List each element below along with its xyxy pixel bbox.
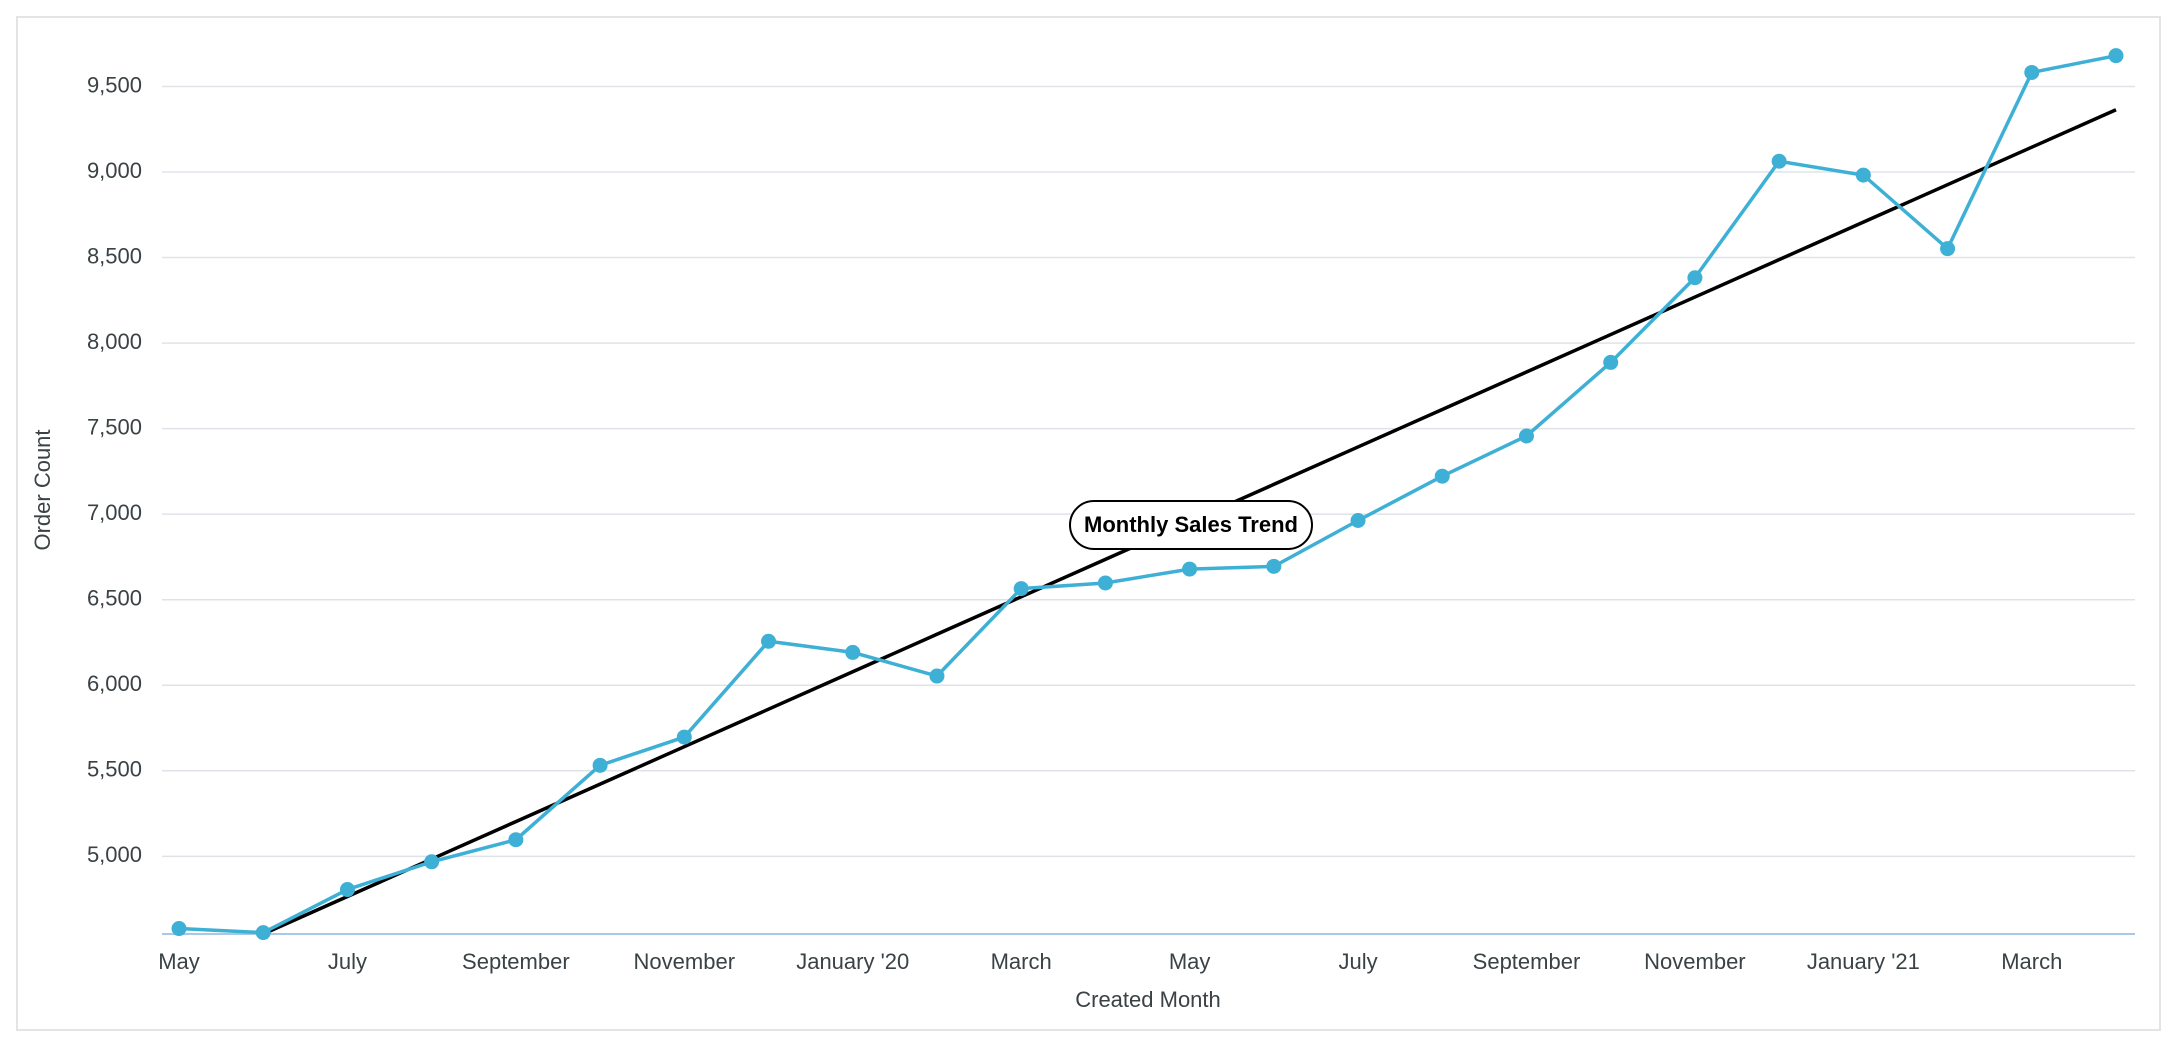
data-point <box>1687 270 1703 286</box>
x-tick-label: July <box>1338 949 1377 974</box>
x-tick-label: November <box>634 949 735 974</box>
data-point <box>1603 354 1619 370</box>
data-point <box>2024 64 2040 80</box>
data-point <box>2108 48 2124 64</box>
data-point <box>1350 513 1366 529</box>
x-tick-label: May <box>1169 949 1211 974</box>
data-point <box>424 854 440 870</box>
data-point <box>1940 241 1956 257</box>
y-tick-label: 5,000 <box>87 842 142 867</box>
y-axis-title: Order Count <box>30 429 55 550</box>
y-tick-label: 9,000 <box>87 158 142 183</box>
data-point <box>1518 428 1534 444</box>
x-tick-label: March <box>991 949 1052 974</box>
data-point <box>761 633 777 649</box>
data-point <box>1097 575 1113 591</box>
y-tick-label: 9,500 <box>87 72 142 97</box>
series-line <box>178 53 2117 935</box>
data-point <box>929 668 945 684</box>
y-tick-label: 7,000 <box>87 500 142 525</box>
data-point <box>845 644 861 660</box>
x-axis-title: Created Month <box>1075 987 1221 1012</box>
x-tick-label: September <box>462 949 570 974</box>
x-tick-label: November <box>1644 949 1745 974</box>
data-point <box>1013 581 1029 597</box>
x-tick-label: September <box>1473 949 1581 974</box>
y-tick-label: 8,500 <box>87 243 142 268</box>
data-point <box>1182 561 1198 577</box>
data-point <box>1434 468 1450 484</box>
data-point <box>592 757 608 773</box>
x-tick-label: January '21 <box>1807 949 1920 974</box>
data-point <box>1266 558 1282 574</box>
y-tick-label: 6,500 <box>87 586 142 611</box>
y-tick-label: 8,000 <box>87 329 142 354</box>
data-point <box>508 832 524 848</box>
x-tick-label: July <box>328 949 367 974</box>
data-point <box>255 925 271 941</box>
x-tick-label: January '20 <box>796 949 909 974</box>
data-point <box>676 729 692 745</box>
data-point <box>339 882 355 898</box>
y-tick-label: 7,500 <box>87 414 142 439</box>
data-point <box>1771 153 1787 169</box>
trend-label: Monthly Sales Trend <box>1084 512 1298 537</box>
x-tick-label: May <box>158 949 200 974</box>
y-tick-label: 5,500 <box>87 757 142 782</box>
y-tick-label: 6,000 <box>87 671 142 696</box>
trend-label-box <box>1069 500 1313 550</box>
x-tick-label: March <box>2001 949 2062 974</box>
data-point <box>171 921 187 937</box>
data-point <box>1855 167 1871 183</box>
